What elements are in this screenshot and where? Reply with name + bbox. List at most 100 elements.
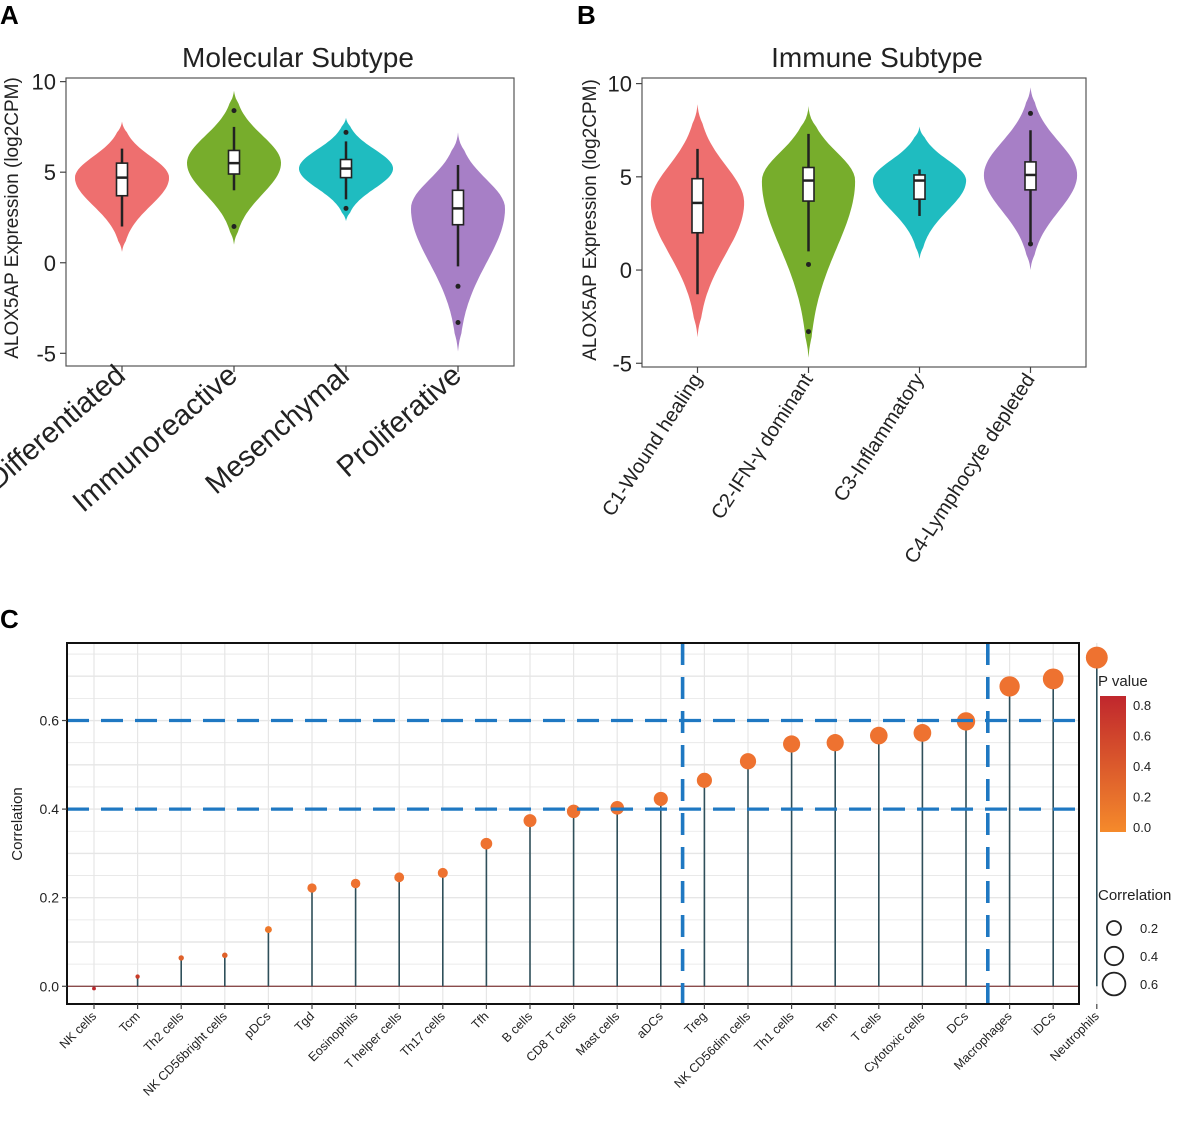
legend-size-label: 0.4: [1140, 949, 1158, 964]
y-tick-label: -5: [36, 341, 56, 366]
y-tick-label: 0.6: [40, 713, 60, 729]
x-tick-label-adcs: aDCs: [634, 1009, 666, 1041]
y-axis-label-b: ALOX5AP Expression (log2CPM): [580, 79, 601, 361]
x-tick-label-nk-cd56dim-cells: NK CD56dim cells: [672, 1009, 754, 1091]
x-tick-label-tem: Tem: [814, 1009, 841, 1036]
outlier-proliferative-0: [455, 283, 461, 289]
panel-letter-b: B: [577, 0, 596, 30]
x-tick-label-dcs: DCs: [944, 1009, 971, 1036]
plot-frame: [641, 77, 1087, 368]
legend-size-label: 0.6: [1140, 977, 1158, 992]
point-th1-cells: [783, 735, 801, 753]
point-nk-cd56bright-cells: [222, 952, 228, 959]
point-tgd: [307, 883, 317, 893]
x-tick-label-tcm: Tcm: [117, 1009, 143, 1035]
outlier-c2-ifn-dominant-0: [806, 261, 811, 267]
outlier-proliferative-1: [455, 320, 461, 326]
x-tick-label-idcs: iDCs: [1029, 1009, 1058, 1038]
point-macrophages: [999, 676, 1020, 697]
chart-title-b: Immune Subtype: [771, 42, 983, 73]
outlier-c4-lymphocyte-depleted-1: [1028, 241, 1033, 247]
legend-pvalue-tick: 0.6: [1133, 729, 1151, 744]
point-treg: [696, 772, 712, 788]
legend-c: P value Correlation 0.8 0.6 0.4 0.2 0.0 0.2 0.…: [1098, 673, 1171, 997]
legend-size-circle: [1103, 945, 1125, 967]
y-tick-label: 10: [32, 70, 56, 95]
panel-letter-a: A: [0, 0, 19, 30]
x-tick-label-tfh: Tfh: [469, 1009, 492, 1032]
legend-size-title: Correlation: [1098, 887, 1171, 904]
outlier-mesenchymal-1: [343, 205, 349, 211]
point-th2-cells: [178, 955, 184, 961]
point-cytotoxic-cells: [913, 724, 932, 742]
point-neutrophils: [1085, 646, 1108, 669]
legend-pvalue-tick: 0.4: [1133, 759, 1151, 774]
plot-frame: [65, 77, 515, 367]
legend-pvalue-tick: 0.2: [1133, 790, 1151, 805]
y-axis-label-c: Correlation: [9, 787, 26, 860]
outlier-c4-lymphocyte-depleted-0: [1028, 110, 1033, 116]
x-tick-label-nk-cd56bright-cells: NK CD56bright cells: [140, 1009, 229, 1098]
y-tick-label: 5: [620, 165, 632, 190]
x-tick-label-th2-cells: Th2 cells: [141, 1009, 186, 1054]
x-tick-label-pdcs: pDCs: [242, 1009, 274, 1041]
x-tick-label-treg: Treg: [682, 1009, 710, 1037]
box-c2-ifn-dominant: [802, 166, 815, 202]
legend-pvalue-tick: 0.0: [1133, 820, 1151, 835]
y-tick-label: 0: [620, 258, 632, 283]
panel-letter-c: C: [0, 604, 19, 634]
lollipop-chart-correlation: Correlation 0.0 0.2 0.4 0.6 NK cells TcmTh2 …: [9, 642, 1171, 1099]
outlier-mesenchymal-0: [343, 129, 349, 135]
x-tick-label-th17-cells: Th17 cells: [398, 1009, 448, 1059]
x-tick-label-proliferative: Proliferative: [331, 359, 468, 484]
x-tick-label-c3-inflammatory: C3-Inflammatory: [830, 370, 929, 506]
x-tick-label-c4-lymphocyte-depleted: C4-Lymphocyte depleted: [901, 370, 1040, 568]
point-tem: [826, 734, 844, 752]
plot-area-c: [67, 643, 1098, 1004]
y-axis-label-a: ALOX5AP Expression (log2CPM): [2, 77, 23, 359]
point-tfh: [480, 837, 493, 850]
x-tick-label-th1-cells: Th1 cells: [751, 1009, 796, 1054]
legend-size-label: 0.2: [1140, 921, 1158, 936]
y-tick-label: 10: [608, 72, 632, 97]
point-eosinophils: [350, 878, 361, 889]
violin-chart-immune-subtype: Immune Subtype ALOX5AP Expression (log2C…: [580, 42, 1087, 568]
x-tick-label-c1-wound-healing: C1-Wound healing: [598, 370, 706, 521]
point-cd8-t-cells: [566, 804, 581, 819]
x-tick-label-t-cells: T cells: [849, 1009, 884, 1044]
x-tick-label-nk-cells: NK cells: [57, 1009, 99, 1051]
box-c3-inflammatory: [913, 174, 926, 200]
legend-pvalue-title: P value: [1098, 673, 1148, 690]
y-tick-label: 5: [44, 160, 56, 185]
x-tick-label-tgd: Tgd: [292, 1009, 317, 1034]
point-idcs: [1042, 668, 1064, 690]
point-b-cells: [523, 814, 537, 828]
point-nk-cd56dim-cells: [739, 753, 757, 770]
y-tick-label: -5: [612, 351, 632, 376]
point-t-cells: [869, 726, 888, 745]
y-tick-label: 0.4: [40, 801, 60, 817]
point-th17-cells: [437, 867, 448, 878]
y-tick-label: 0.2: [40, 890, 60, 906]
point-tcm: [135, 974, 140, 979]
y-tick-label: 0: [44, 251, 56, 276]
violin-chart-molecular-subtype: Molecular Subtype ALOX5AP Expression (lo…: [0, 42, 515, 519]
point-adcs: [653, 791, 668, 806]
outlier-immunoreactive-0: [231, 108, 237, 114]
box-differentiated: [115, 162, 129, 197]
legend-pvalue-tick: 0.8: [1133, 698, 1151, 713]
point-pdcs: [264, 926, 272, 934]
pvalue-colorbar: [1100, 696, 1126, 832]
legend-size-circle: [1106, 920, 1122, 936]
outlier-c2-ifn-dominant-1: [806, 329, 811, 335]
x-tick-label-b-cells: B cells: [499, 1009, 535, 1045]
point-t-helper-cells: [394, 872, 405, 883]
x-tick-label-mast-cells: Mast cells: [573, 1009, 622, 1058]
y-tick-label: 0.0: [40, 978, 60, 994]
point-nk-cells: [92, 986, 96, 991]
x-tick-label-c2-ifn-dominant: C2-IFN-γ dominant: [707, 369, 818, 523]
box-c1-wound-healing: [691, 177, 704, 234]
chart-title-a: Molecular Subtype: [182, 42, 414, 73]
outlier-immunoreactive-1: [231, 224, 237, 230]
